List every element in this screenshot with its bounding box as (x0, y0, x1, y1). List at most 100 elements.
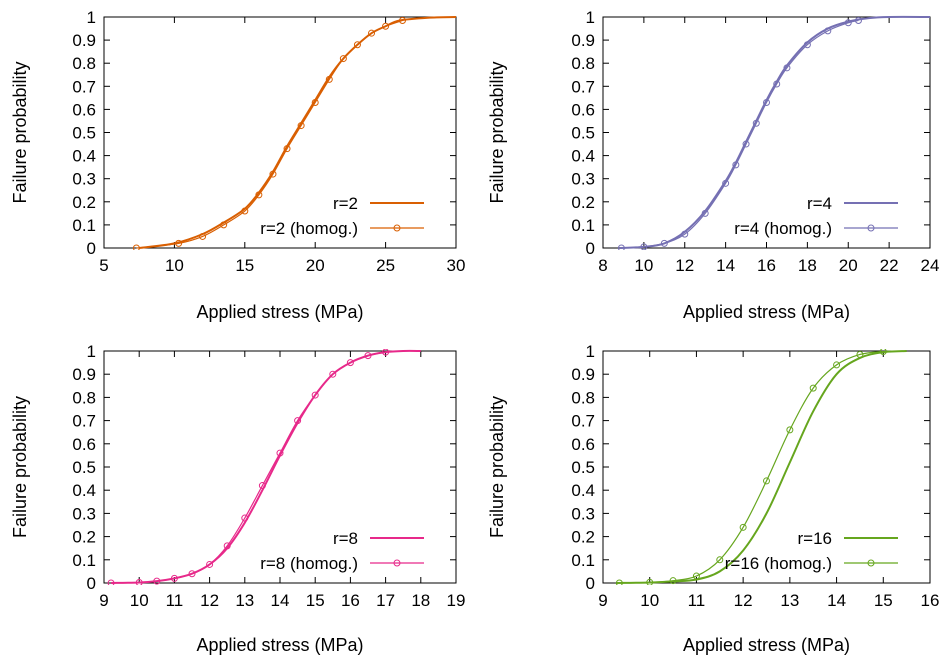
y-tick-label: 0.2 (571, 528, 595, 547)
legend-label: r=4 (homog.) (734, 219, 832, 238)
y-tick-label: 0.9 (571, 365, 595, 384)
y-tick-label: 0.6 (72, 435, 96, 454)
x-axis-label: Applied stress (MPa) (683, 635, 850, 655)
legend-label: r=8 (333, 529, 358, 548)
data-point (398, 16, 406, 24)
y-tick-label: 0.7 (571, 77, 595, 96)
legend-marker (393, 559, 401, 567)
y-tick-label: 0.2 (571, 193, 595, 212)
y-tick-label: 1 (87, 8, 96, 27)
x-tick-label: 5 (99, 256, 108, 275)
y-tick-label: 0.8 (72, 54, 96, 73)
series-line (139, 16, 456, 249)
x-tick-label: 8 (598, 256, 607, 275)
legend-marker (867, 559, 875, 567)
y-tick-label: 0.3 (72, 504, 96, 523)
data-point (241, 514, 249, 522)
y-tick-label: 0.6 (72, 100, 96, 119)
data-point (646, 578, 654, 585)
x-tick-label: 9 (99, 591, 108, 610)
y-tick-label: 0.1 (72, 551, 96, 570)
data-point (844, 19, 852, 27)
y-tick-label: 0.7 (72, 77, 96, 96)
data-point (170, 574, 178, 582)
data-point (175, 239, 183, 247)
x-tick-label: 18 (798, 256, 817, 275)
y-axis-label: Failure probability (10, 396, 30, 538)
y-tick-label: 0 (87, 574, 96, 593)
data-point (206, 560, 214, 568)
x-tick-label: 14 (271, 591, 290, 610)
data-point (276, 449, 284, 457)
y-tick-label: 0.3 (571, 504, 595, 523)
x-tick-label: 13 (235, 591, 254, 610)
data-point (258, 482, 266, 490)
plot-frame (103, 350, 457, 584)
legend-label: r=16 (798, 529, 833, 548)
y-tick-label: 1 (586, 342, 595, 361)
x-tick-label: 9 (598, 591, 607, 610)
x-tick-label: 12 (675, 256, 694, 275)
y-tick-label: 0.5 (571, 458, 595, 477)
x-tick-label: 20 (839, 256, 858, 275)
y-tick-label: 0.9 (72, 365, 96, 384)
y-tick-label: 0.1 (571, 551, 595, 570)
y-tick-label: 0.8 (571, 54, 595, 73)
y-tick-label: 0.7 (72, 412, 96, 431)
data-point (854, 16, 862, 24)
x-tick-label: 25 (376, 256, 395, 275)
data-point (132, 244, 140, 250)
x-tick-label: 14 (827, 591, 846, 610)
series-line (616, 350, 907, 584)
data-point (803, 41, 811, 49)
data-point (640, 243, 648, 250)
x-tick-label: 16 (341, 591, 360, 610)
x-tick-label: 10 (130, 591, 149, 610)
y-tick-label: 0.5 (72, 458, 96, 477)
data-point (783, 64, 791, 72)
chart-panel-2: 00.10.20.30.40.50.60.70.80.918 10 12 14 16 18… (487, 8, 939, 322)
legend-label: r=4 (807, 194, 832, 213)
series-line (136, 19, 403, 249)
data-point (752, 119, 760, 127)
chart-panel-3: 00.10.20.30.40.50.60.70.80.919 10 11 12 13 14… (10, 342, 465, 655)
data-point (722, 179, 730, 187)
data-point (615, 579, 623, 585)
data-point (382, 349, 390, 356)
legend-label: r=2 (333, 194, 358, 213)
x-tick-label: 24 (921, 256, 940, 275)
data-point (311, 391, 319, 399)
series-line (111, 351, 386, 584)
y-tick-label: 0 (586, 574, 595, 593)
legend-label: r=2 (homog.) (260, 219, 358, 238)
y-tick-label: 0.4 (72, 147, 96, 166)
x-axis-label: Applied stress (MPa) (196, 302, 363, 322)
data-point (660, 239, 668, 247)
series-homog (107, 349, 390, 585)
y-axis-label: Failure probability (10, 61, 30, 203)
data-point (223, 542, 231, 550)
data-point (742, 140, 750, 148)
y-tick-label: 0.8 (571, 388, 595, 407)
y-axis-label: Failure probability (487, 61, 507, 203)
y-tick-label: 0.6 (571, 435, 595, 454)
y-axis-label: Failure probability (487, 396, 507, 538)
x-tick-label: 16 (921, 591, 940, 610)
y-tick-label: 0.4 (571, 147, 595, 166)
x-axis-label: Applied stress (MPa) (683, 302, 850, 322)
y-tick-label: 0.2 (72, 193, 96, 212)
data-point (188, 570, 196, 578)
series-line (621, 19, 859, 249)
data-point (833, 361, 841, 369)
data-point (786, 426, 794, 434)
x-tick-label: 30 (447, 256, 466, 275)
series-line (111, 349, 421, 584)
series-line (139, 16, 456, 249)
x-tick-label: 20 (306, 256, 325, 275)
legend-label: r=8 (homog.) (260, 554, 358, 573)
data-point (368, 29, 376, 37)
series-homog (132, 16, 406, 250)
plot-frame (602, 16, 931, 249)
data-point (763, 477, 770, 485)
x-tick-label: 18 (411, 591, 430, 610)
